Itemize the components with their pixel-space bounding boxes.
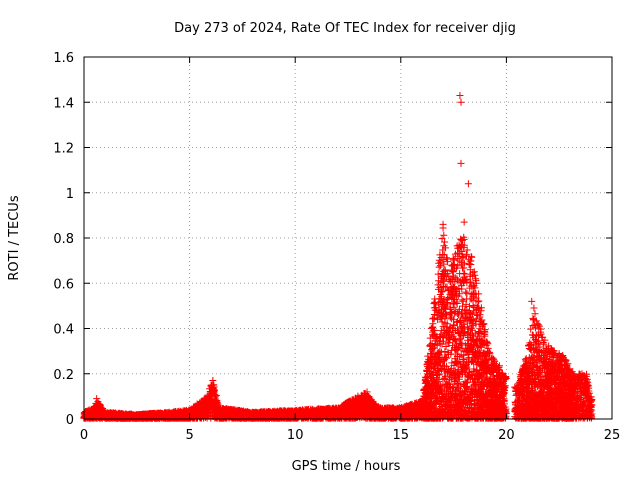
- grid-layer: [84, 57, 612, 419]
- data-points: [80, 91, 596, 422]
- chart-title: Day 273 of 2024, Rate Of TEC Index for r…: [174, 21, 516, 36]
